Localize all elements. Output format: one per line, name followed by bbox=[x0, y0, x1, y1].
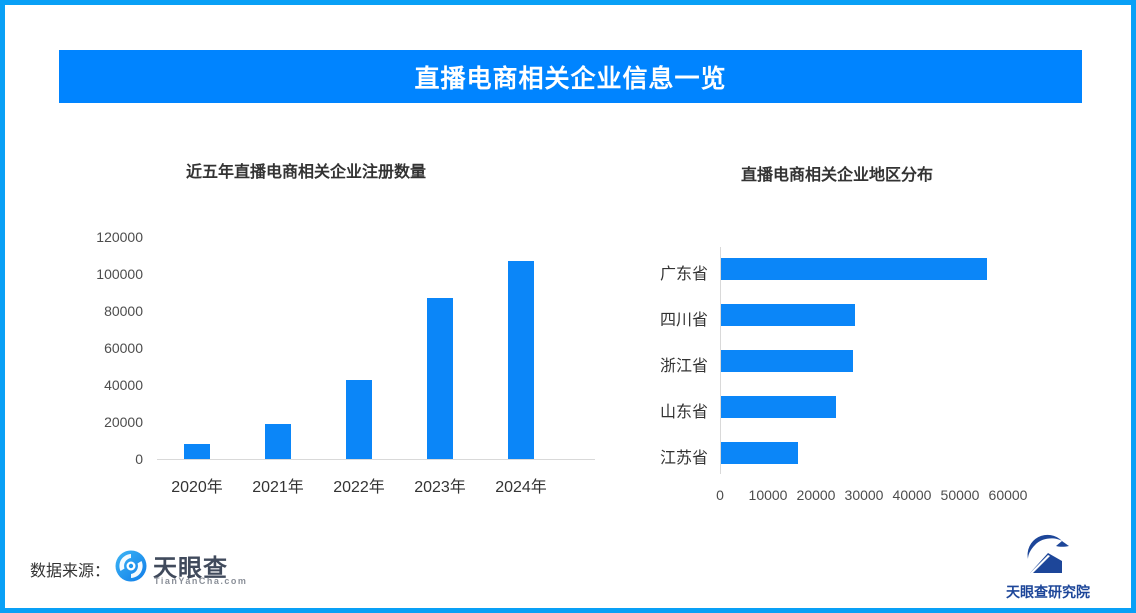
x-tick-label: 0 bbox=[716, 487, 724, 503]
y-tick-label: 40000 bbox=[104, 377, 143, 393]
research-institute-name: 天眼查研究院 bbox=[1006, 584, 1090, 600]
y-tick-label: 20000 bbox=[104, 414, 143, 430]
bar-山东省 bbox=[721, 396, 837, 418]
x-tick-label: 10000 bbox=[748, 487, 788, 503]
y-tick-label: 0 bbox=[135, 451, 143, 467]
x-category-label: 2021年 bbox=[252, 479, 304, 496]
x-tick-label: 50000 bbox=[940, 487, 980, 503]
bar-2020年 bbox=[184, 444, 210, 459]
page-title: 直播电商相关企业信息一览 bbox=[414, 64, 727, 93]
y-category-label: 四川省 bbox=[659, 312, 708, 329]
x-category-label: 2023年 bbox=[414, 479, 466, 496]
x-category-label: 2020年 bbox=[171, 479, 223, 496]
research-institute-logo: 天眼查研究院 bbox=[1000, 533, 1096, 601]
bar-广东省 bbox=[721, 258, 988, 280]
right-chart-title: 直播电商相关企业地区分布 bbox=[741, 167, 934, 184]
tianyancha-logo: 天眼查 TianYanCha.com bbox=[115, 548, 248, 590]
y-tick-label: 120000 bbox=[96, 229, 143, 245]
y-axis-line bbox=[720, 247, 721, 474]
research-institute-icon bbox=[1027, 534, 1069, 573]
x-tick-label: 20000 bbox=[796, 487, 836, 503]
bar-2022年 bbox=[346, 380, 372, 459]
bar-四川省 bbox=[721, 304, 856, 326]
tianyancha-wordmark: 天眼查 bbox=[153, 555, 228, 582]
y-tick-label: 80000 bbox=[104, 303, 143, 319]
x-tick-label: 30000 bbox=[844, 487, 884, 503]
title-banner: 直播电商相关企业信息一览 bbox=[59, 50, 1082, 103]
bar-2021年 bbox=[265, 423, 291, 459]
bar-浙江省 bbox=[721, 350, 853, 372]
bar-2024年 bbox=[508, 261, 534, 459]
bar-江苏省 bbox=[721, 442, 798, 464]
y-category-label: 山东省 bbox=[659, 404, 708, 421]
y-tick-label: 100000 bbox=[96, 266, 143, 282]
y-category-label: 浙江省 bbox=[659, 358, 708, 375]
y-category-label: 江苏省 bbox=[659, 450, 708, 467]
x-axis-line bbox=[157, 459, 595, 460]
x-category-label: 2024年 bbox=[495, 479, 547, 496]
tianyancha-domain: TianYanCha.com bbox=[154, 576, 248, 586]
left-chart-title: 近五年直播电商相关企业注册数量 bbox=[186, 164, 427, 181]
x-category-label: 2022年 bbox=[333, 479, 385, 496]
y-category-label: 广东省 bbox=[659, 266, 708, 283]
data-source-label: 数据来源： bbox=[30, 563, 111, 580]
x-tick-label: 40000 bbox=[892, 487, 932, 503]
x-tick-label: 60000 bbox=[988, 487, 1028, 503]
bar-2023年 bbox=[427, 298, 453, 459]
tianyancha-swirl-icon bbox=[115, 550, 147, 582]
y-tick-label: 60000 bbox=[104, 340, 143, 356]
